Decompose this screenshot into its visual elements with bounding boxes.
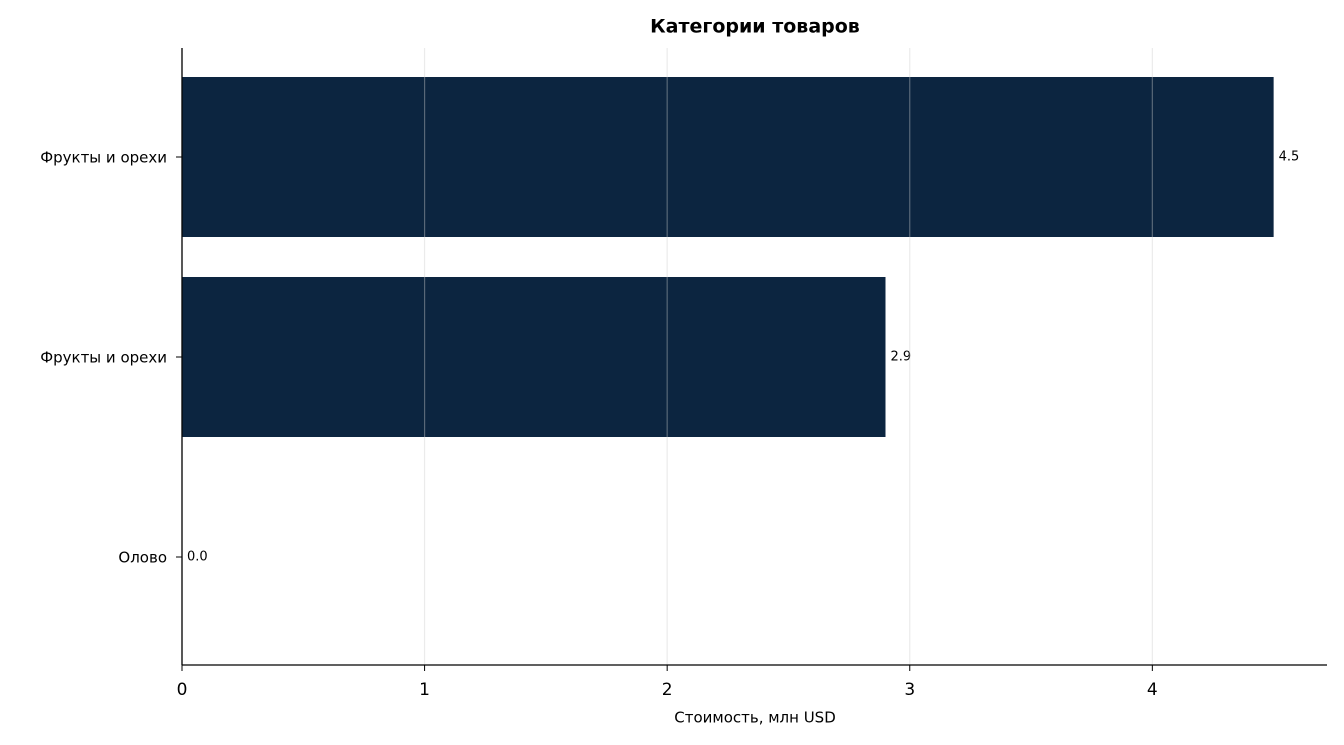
bar	[182, 77, 1274, 237]
value-label: 2.9	[890, 350, 911, 365]
x-tick-label: 2	[662, 680, 673, 700]
x-tick-label: 4	[1147, 680, 1158, 700]
x-tick-label: 3	[904, 680, 915, 700]
y-tick-label: Фрукты и орехи	[40, 149, 167, 167]
x-axis-label: Стоимость, млн USD	[674, 709, 836, 727]
x-tick-label: 1	[419, 680, 430, 700]
chart-title: Категории товаров	[650, 16, 860, 38]
value-label: 4.5	[1279, 150, 1300, 165]
y-tick-label: Олово	[118, 549, 167, 567]
value-label: 0.0	[187, 550, 208, 565]
y-tick-label: Фрукты и орехи	[40, 349, 167, 367]
bar	[182, 277, 886, 437]
x-tick-label: 0	[177, 680, 188, 700]
